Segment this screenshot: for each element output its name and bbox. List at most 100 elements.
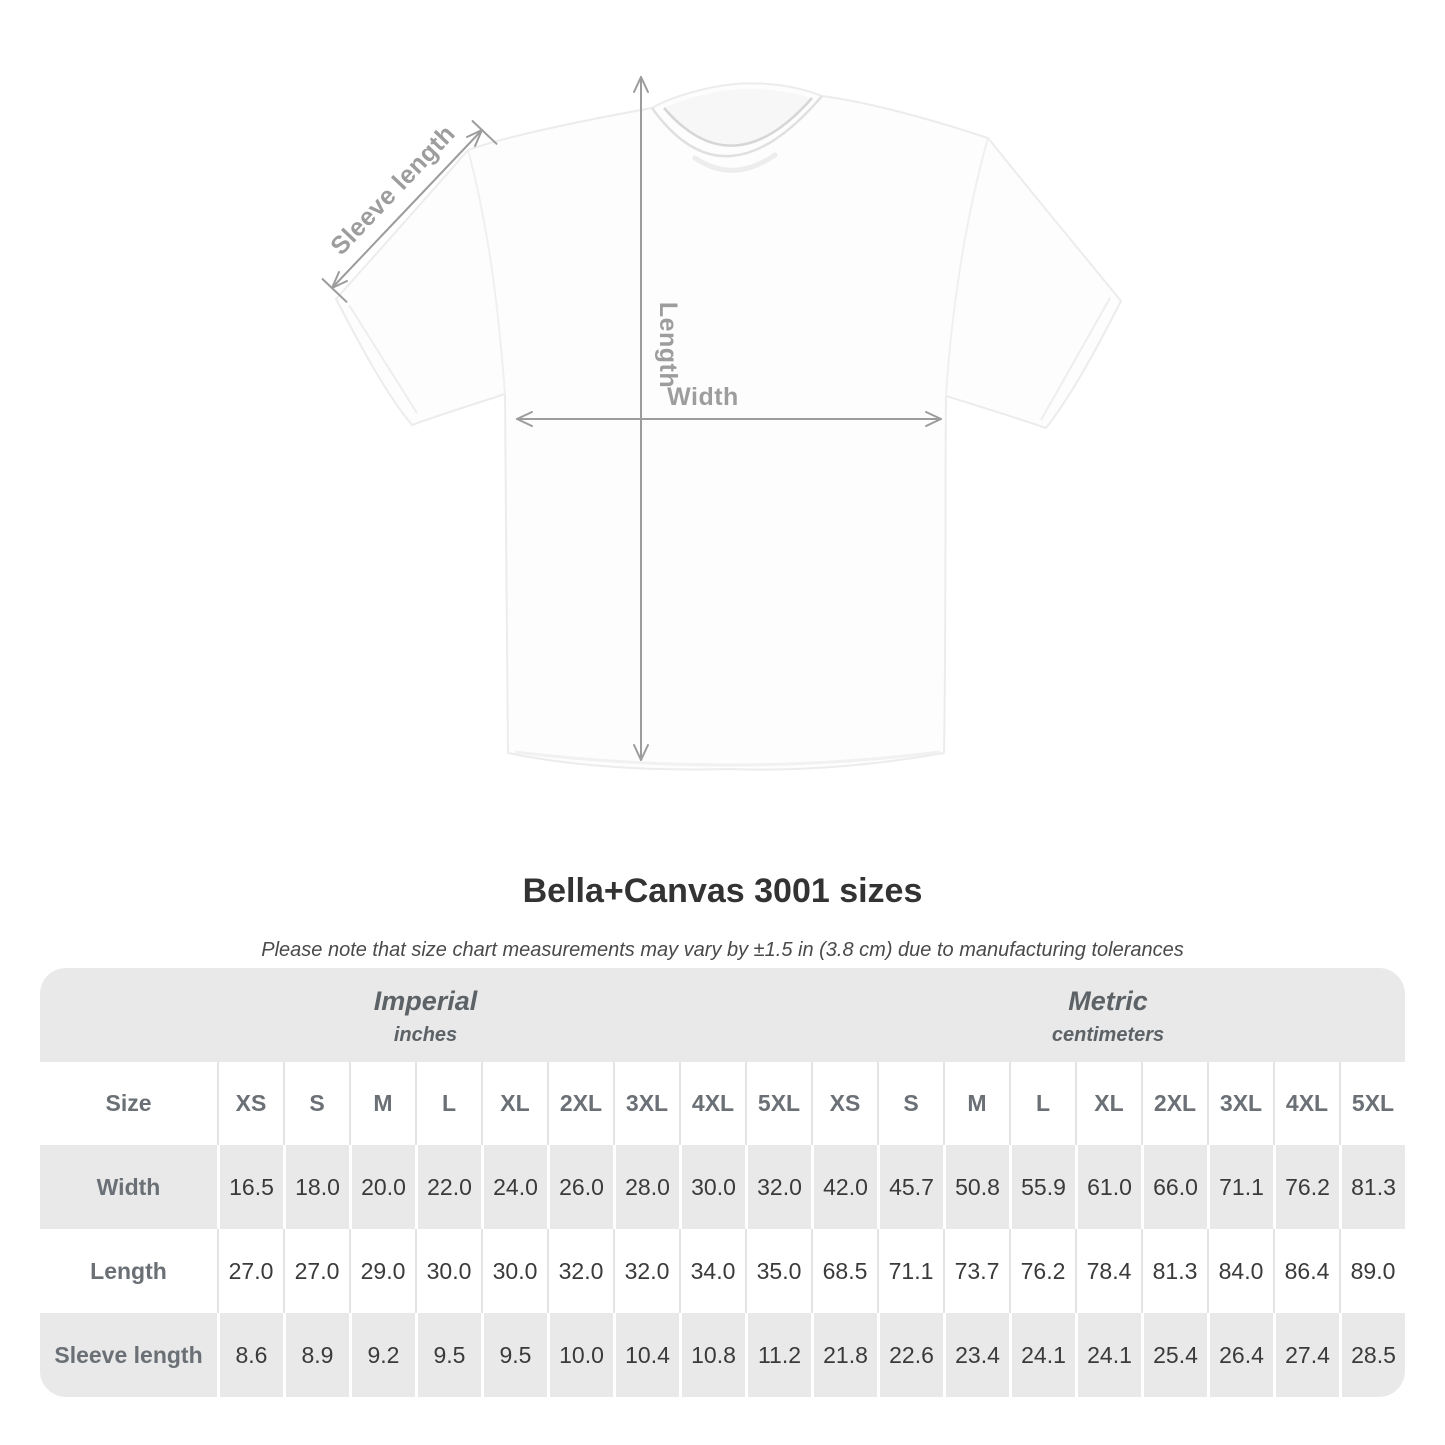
tshirt-measurement-diagram: Length Width Sleeve length [321,76,1122,771]
value-cell: 26.0 [547,1145,613,1229]
left-cuff-fold [348,304,418,414]
value-cell: 9.2 [349,1313,415,1397]
value-cell: 84.0 [1207,1229,1273,1313]
size-header-5xl-imperial: 5XL [745,1062,811,1145]
arrow-up-icon [633,76,649,93]
size-header-3xl-metric: 3XL [1207,1062,1273,1145]
value-cell: 66.0 [1141,1145,1207,1229]
value-cell: 30.0 [679,1145,745,1229]
size-header-4xl-imperial: 4XL [679,1062,745,1145]
value-cell: 50.8 [943,1145,1009,1229]
size-table-grid: Imperial inches Metric centimeters Size … [40,968,1405,1397]
collar [650,89,823,173]
value-cell: 73.7 [943,1229,1009,1313]
value-cell: 26.4 [1207,1313,1273,1397]
value-cell: 78.4 [1075,1229,1141,1313]
value-cell: 68.5 [811,1229,877,1313]
value-cell: 34.0 [679,1229,745,1313]
right-cuff-fold [1040,297,1111,421]
size-header-l-metric: L [1009,1062,1075,1145]
size-header-4xl-metric: 4XL [1273,1062,1339,1145]
value-cell: 9.5 [481,1313,547,1397]
measurement-row-width: Width 16.5 18.0 20.0 22.0 24.0 26.0 28.0 30.0 32.… [40,1145,1405,1229]
page-title: Bella+Canvas 3001 sizes [522,871,923,910]
value-cell: 71.1 [877,1229,943,1313]
imperial-group-title: Imperial [373,985,478,1016]
value-cell: 71.1 [1207,1145,1273,1229]
row-label: Width [40,1145,217,1229]
value-cell: 28.5 [1339,1313,1405,1397]
value-cell: 28.0 [613,1145,679,1229]
value-cell: 8.9 [283,1313,349,1397]
value-cell: 21.8 [811,1313,877,1397]
value-cell: 11.2 [745,1313,811,1397]
value-cell: 23.4 [943,1313,1009,1397]
value-cell: 86.4 [1273,1229,1339,1313]
size-header-5xl-metric: 5XL [1339,1062,1405,1145]
size-table: Imperial inches Metric centimeters Size … [40,968,1405,1397]
value-cell: 10.8 [679,1313,745,1397]
size-header-m-metric: M [943,1062,1009,1145]
value-cell: 24.0 [481,1145,547,1229]
value-cell: 32.0 [547,1229,613,1313]
size-header-m-imperial: M [349,1062,415,1145]
imperial-group-unit: inches [393,1023,458,1046]
size-header-2xl-metric: 2XL [1141,1062,1207,1145]
value-cell: 32.0 [613,1229,679,1313]
length-label: Length [654,302,682,388]
value-cell: 22.0 [415,1145,481,1229]
dimension-tick-upper [471,120,498,145]
value-cell: 18.0 [283,1145,349,1229]
value-cell: 25.4 [1141,1313,1207,1397]
width-label: Width [667,383,739,411]
size-header-xl-metric: XL [1075,1062,1141,1145]
value-cell: 10.4 [613,1313,679,1397]
value-cell: 42.0 [811,1145,877,1229]
value-cell: 29.0 [349,1229,415,1313]
value-cell: 76.2 [1009,1229,1075,1313]
value-cell: 35.0 [745,1229,811,1313]
arrow-down-icon [633,744,649,761]
hem-shadow [514,750,941,767]
size-header-xs-metric: XS [811,1062,877,1145]
value-cell: 45.7 [877,1145,943,1229]
value-cell: 76.2 [1273,1145,1339,1229]
size-header-row: Size XS S M L XL 2XL 3XL 4XL 5XL XS S M L XL 2XL 3XL 4XL… [40,1062,1405,1145]
value-cell: 30.0 [415,1229,481,1313]
value-cell: 16.5 [217,1145,283,1229]
value-cell: 81.3 [1339,1145,1405,1229]
size-header-3xl-imperial: 3XL [613,1062,679,1145]
measurement-row-sleeve-length: Sleeve length 8.6 8.9 9.2 9.5 9.5 10.0 10.4 10.8… [40,1313,1405,1397]
metric-group-header: Metric centimeters [811,968,1405,1062]
value-cell: 55.9 [1009,1145,1075,1229]
size-header-2xl-imperial: 2XL [547,1062,613,1145]
value-cell: 24.1 [1075,1313,1141,1397]
value-cell: 9.5 [415,1313,481,1397]
metric-group-title: Metric [1068,985,1148,1016]
size-header-xl-imperial: XL [481,1062,547,1145]
value-cell: 20.0 [349,1145,415,1229]
value-cell: 24.1 [1009,1313,1075,1397]
value-cell: 27.0 [283,1229,349,1313]
metric-group-unit: centimeters [1051,1023,1165,1046]
value-cell: 61.0 [1075,1145,1141,1229]
size-header-l-imperial: L [415,1062,481,1145]
value-cell: 22.6 [877,1313,943,1397]
value-cell: 30.0 [481,1229,547,1313]
left-sleeve-seam [467,149,506,395]
unit-group-row: Imperial inches Metric centimeters [40,968,1405,1062]
width-dimension: Width [516,383,942,427]
arrow-right-icon [925,411,942,427]
size-header-xs-imperial: XS [217,1062,283,1145]
dimension-tick-lower [321,278,348,303]
imperial-group-header: Imperial inches [40,968,811,1062]
value-cell: 8.6 [217,1313,283,1397]
value-cell: 10.0 [547,1313,613,1397]
value-cell: 27.0 [217,1229,283,1313]
value-cell: 32.0 [745,1145,811,1229]
tshirt-illustration [335,82,1122,771]
tolerance-note: Please note that size chart measurements… [261,939,1184,961]
value-cell: 27.4 [1273,1313,1339,1397]
right-sleeve-seam [945,137,989,397]
arrow-left-icon [516,411,533,427]
